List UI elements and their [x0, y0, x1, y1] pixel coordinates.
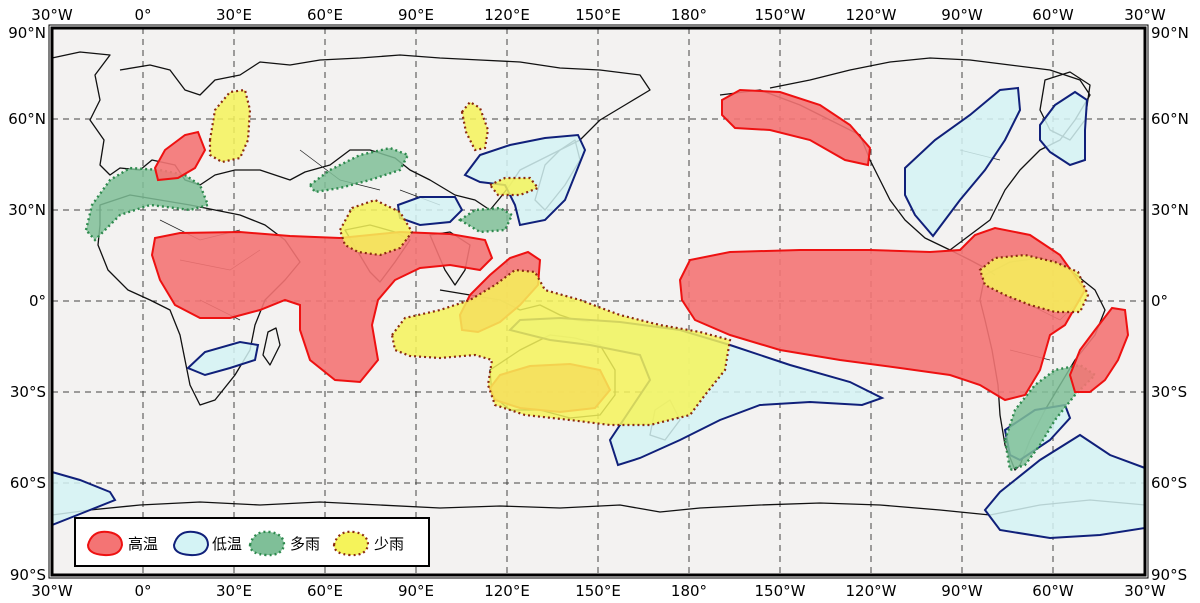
- coastline-madagascar: [262, 327, 281, 366]
- coastline-antarctica: [51, 499, 1146, 516]
- legend: 高温 低温 多雨 少雨: [74, 517, 430, 567]
- lat-label-left: 0°: [29, 292, 46, 310]
- lon-label-top: 120°E: [484, 6, 530, 24]
- map-frame: [50, 26, 1147, 577]
- lon-label-top: 30°E: [216, 6, 252, 24]
- lat-label-left: 60°N: [8, 110, 46, 128]
- lon-label-bottom: 60°E: [307, 582, 343, 600]
- coastline-indochina: [429, 231, 471, 286]
- lat-label-left: 30°N: [8, 201, 46, 219]
- legend-swatch-cold: [172, 530, 210, 557]
- wet-region-mediterranean: [84, 166, 210, 242]
- lat-labels-right: 90°N 60°N 30°N 0° 30°S 60°S 90°S: [1151, 24, 1189, 584]
- lon-label-top: 180°: [671, 6, 707, 24]
- lat-label-left: 90°S: [10, 566, 46, 584]
- lon-label-top: 150°W: [755, 6, 806, 24]
- hot-region-alaska: [721, 88, 872, 167]
- lon-label-top: 0°: [134, 6, 151, 24]
- wet-region-central-asia: [308, 146, 410, 194]
- legend-label-hot: 高温: [128, 535, 158, 553]
- dry-region-siberia: [460, 100, 490, 152]
- legend-label-dry: 少雨: [374, 535, 404, 553]
- lon-label-top: 90°E: [398, 6, 434, 24]
- legend-swatch-wet: [248, 530, 286, 557]
- hot-region-europe: [153, 130, 207, 182]
- lon-label-bottom: 150°E: [575, 582, 621, 600]
- lat-labels-left: 90°N 60°N 30°N 0° 30°S 60°S 90°S: [8, 24, 46, 584]
- wet-regions: [84, 146, 1097, 472]
- lon-label-bottom: 30°W: [31, 582, 73, 600]
- lon-label-bottom: 30°E: [216, 582, 252, 600]
- cold-region-southern-africa: [186, 340, 260, 377]
- lon-label-bottom: 90°E: [398, 582, 434, 600]
- lon-label-top: 30°W: [31, 6, 73, 24]
- lon-label-bottom: 180°: [671, 582, 707, 600]
- lat-label-right: 30°N: [1151, 201, 1189, 219]
- lon-label-top: 60°E: [307, 6, 343, 24]
- hot-region-south-america-east: [1068, 306, 1130, 393]
- lon-labels-top: 30°W 0° 30°E 60°E 90°E 120°E 150°E 180° …: [31, 6, 1166, 24]
- lat-label-right: 0°: [1151, 292, 1168, 310]
- lon-label-bottom: 0°: [134, 582, 151, 600]
- coastline-eurasia: [51, 51, 651, 211]
- dry-region-korea: [488, 176, 540, 197]
- dry-region-central-america: [978, 253, 1090, 314]
- dry-regions: [208, 88, 1090, 427]
- lon-label-top: 30°W: [1124, 6, 1166, 24]
- lat-label-left: 90°N: [8, 24, 46, 42]
- wet-region-china: [457, 206, 514, 234]
- lat-label-right: 90°S: [1151, 566, 1187, 584]
- legend-swatch-dry: [332, 530, 370, 557]
- legend-label-cold: 低温: [212, 535, 242, 553]
- legend-swatch-hot: [86, 530, 124, 557]
- cold-region-greenland: [1039, 90, 1089, 167]
- lon-label-top: 150°E: [575, 6, 621, 24]
- dry-region-indonesia-australia: [390, 268, 732, 427]
- lon-label-top: 60°W: [1032, 6, 1074, 24]
- lon-label-bottom: 120°W: [846, 582, 897, 600]
- dry-region-india: [338, 198, 414, 257]
- lat-label-left: 60°S: [10, 474, 46, 492]
- lon-label-bottom: 90°W: [941, 582, 983, 600]
- lon-label-bottom: 60°W: [1032, 582, 1074, 600]
- lat-label-right: 90°N: [1151, 24, 1189, 42]
- lat-label-right: 60°S: [1151, 474, 1187, 492]
- lon-label-top: 90°W: [941, 6, 983, 24]
- lon-label-bottom: 150°W: [755, 582, 806, 600]
- lat-label-right: 60°N: [1151, 110, 1189, 128]
- cold-region-north-america: [904, 86, 1022, 238]
- lon-label-top: 120°W: [846, 6, 897, 24]
- legend-label-wet: 多雨: [290, 535, 320, 553]
- lon-label-bottom: 30°W: [1124, 582, 1166, 600]
- lat-label-right: 30°S: [1151, 383, 1187, 401]
- dry-region-northern-europe: [208, 88, 252, 164]
- lon-label-bottom: 120°E: [484, 582, 530, 600]
- cold-region-tibet: [396, 196, 464, 227]
- lat-label-left: 30°S: [10, 383, 46, 401]
- lon-labels-bottom: 30°W 0° 30°E 60°E 90°E 120°E 150°E 180° …: [31, 582, 1166, 600]
